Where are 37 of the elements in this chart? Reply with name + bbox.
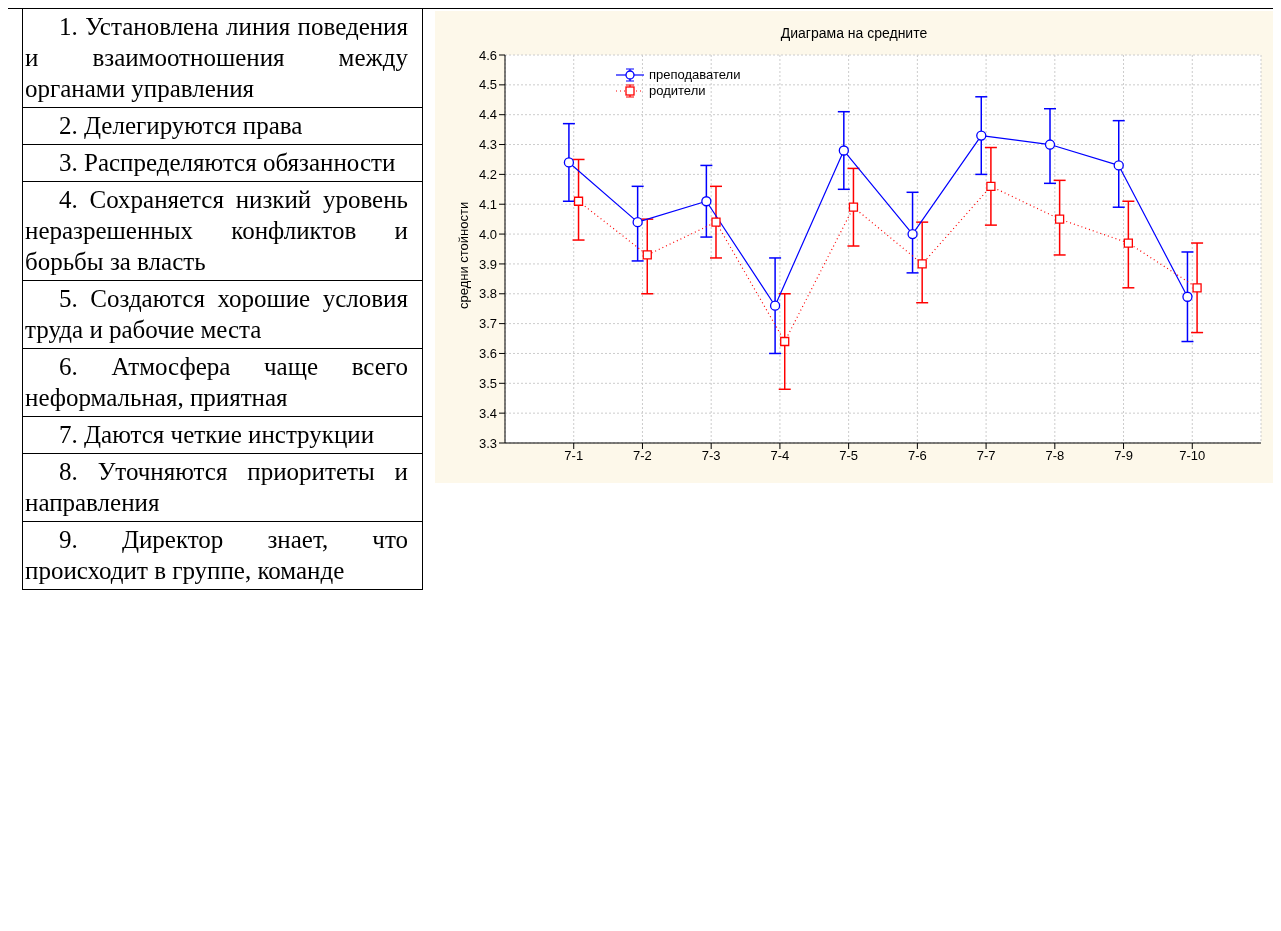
text: 7. Даются четкие инструкции [23, 417, 422, 454]
y-tick-label: 4.1 [478, 196, 497, 212]
x-tick-label: 7-6 [907, 448, 927, 464]
x-tick-label: 7-4 [770, 448, 790, 464]
x-tick-label: 7-2 [633, 448, 652, 464]
chart-title: Диаграма на средните [779, 24, 929, 43]
text: 2. Делегируются права [23, 108, 422, 145]
y-tick-label: 3.4 [478, 405, 497, 421]
x-tick-label: 7-10 [1179, 448, 1206, 464]
y-axis-title: средни стойности [455, 201, 471, 309]
y-tick-label: 3.8 [478, 286, 497, 302]
text: 9. Директор знает, что происходит в группе, команде [23, 522, 422, 590]
x-tick-label: 7-9 [1114, 448, 1133, 464]
y-tick-label: 4.0 [478, 226, 497, 242]
x-tick-label: 7-1 [564, 448, 584, 464]
text: 1. Установлена линия поведения и взаимоотношения между органами управления [23, 9, 422, 108]
text: 4. Сохраняется низкий уровень неразрешенных конфликтов и борьбы за власть [23, 182, 422, 281]
legend-label: преподаватели [649, 67, 741, 83]
y-tick-label: 4.4 [478, 107, 497, 123]
x-tick-label: 7-3 [701, 448, 721, 464]
y-tick-label: 4.2 [478, 167, 497, 182]
text: 8. Уточняются приоритеты и направления [23, 454, 422, 522]
y-tick-label: 4.5 [478, 77, 497, 93]
y-tick-label: 4.3 [478, 137, 497, 153]
text: 3. Распределяются обязанности [23, 145, 422, 182]
y-tick-label: 3.6 [478, 346, 497, 362]
text: 6. Атмосфера чаще всего неформальная, приятная [23, 349, 422, 417]
y-tick-label: 3.9 [478, 256, 497, 272]
y-tick-label: 3.5 [478, 375, 497, 391]
y-tick-label: 3.3 [478, 435, 497, 451]
y-tick-label: 3.7 [478, 316, 497, 332]
x-tick-label: 7-7 [976, 448, 996, 464]
text: 5. Создаются хорошие условия труда и рабочие места [23, 281, 422, 349]
x-tick-label: 7-5 [839, 448, 859, 464]
x-tick-label: 7-8 [1045, 448, 1065, 464]
y-tick-label: 4.6 [478, 47, 497, 63]
legend-label: родители [649, 83, 706, 99]
